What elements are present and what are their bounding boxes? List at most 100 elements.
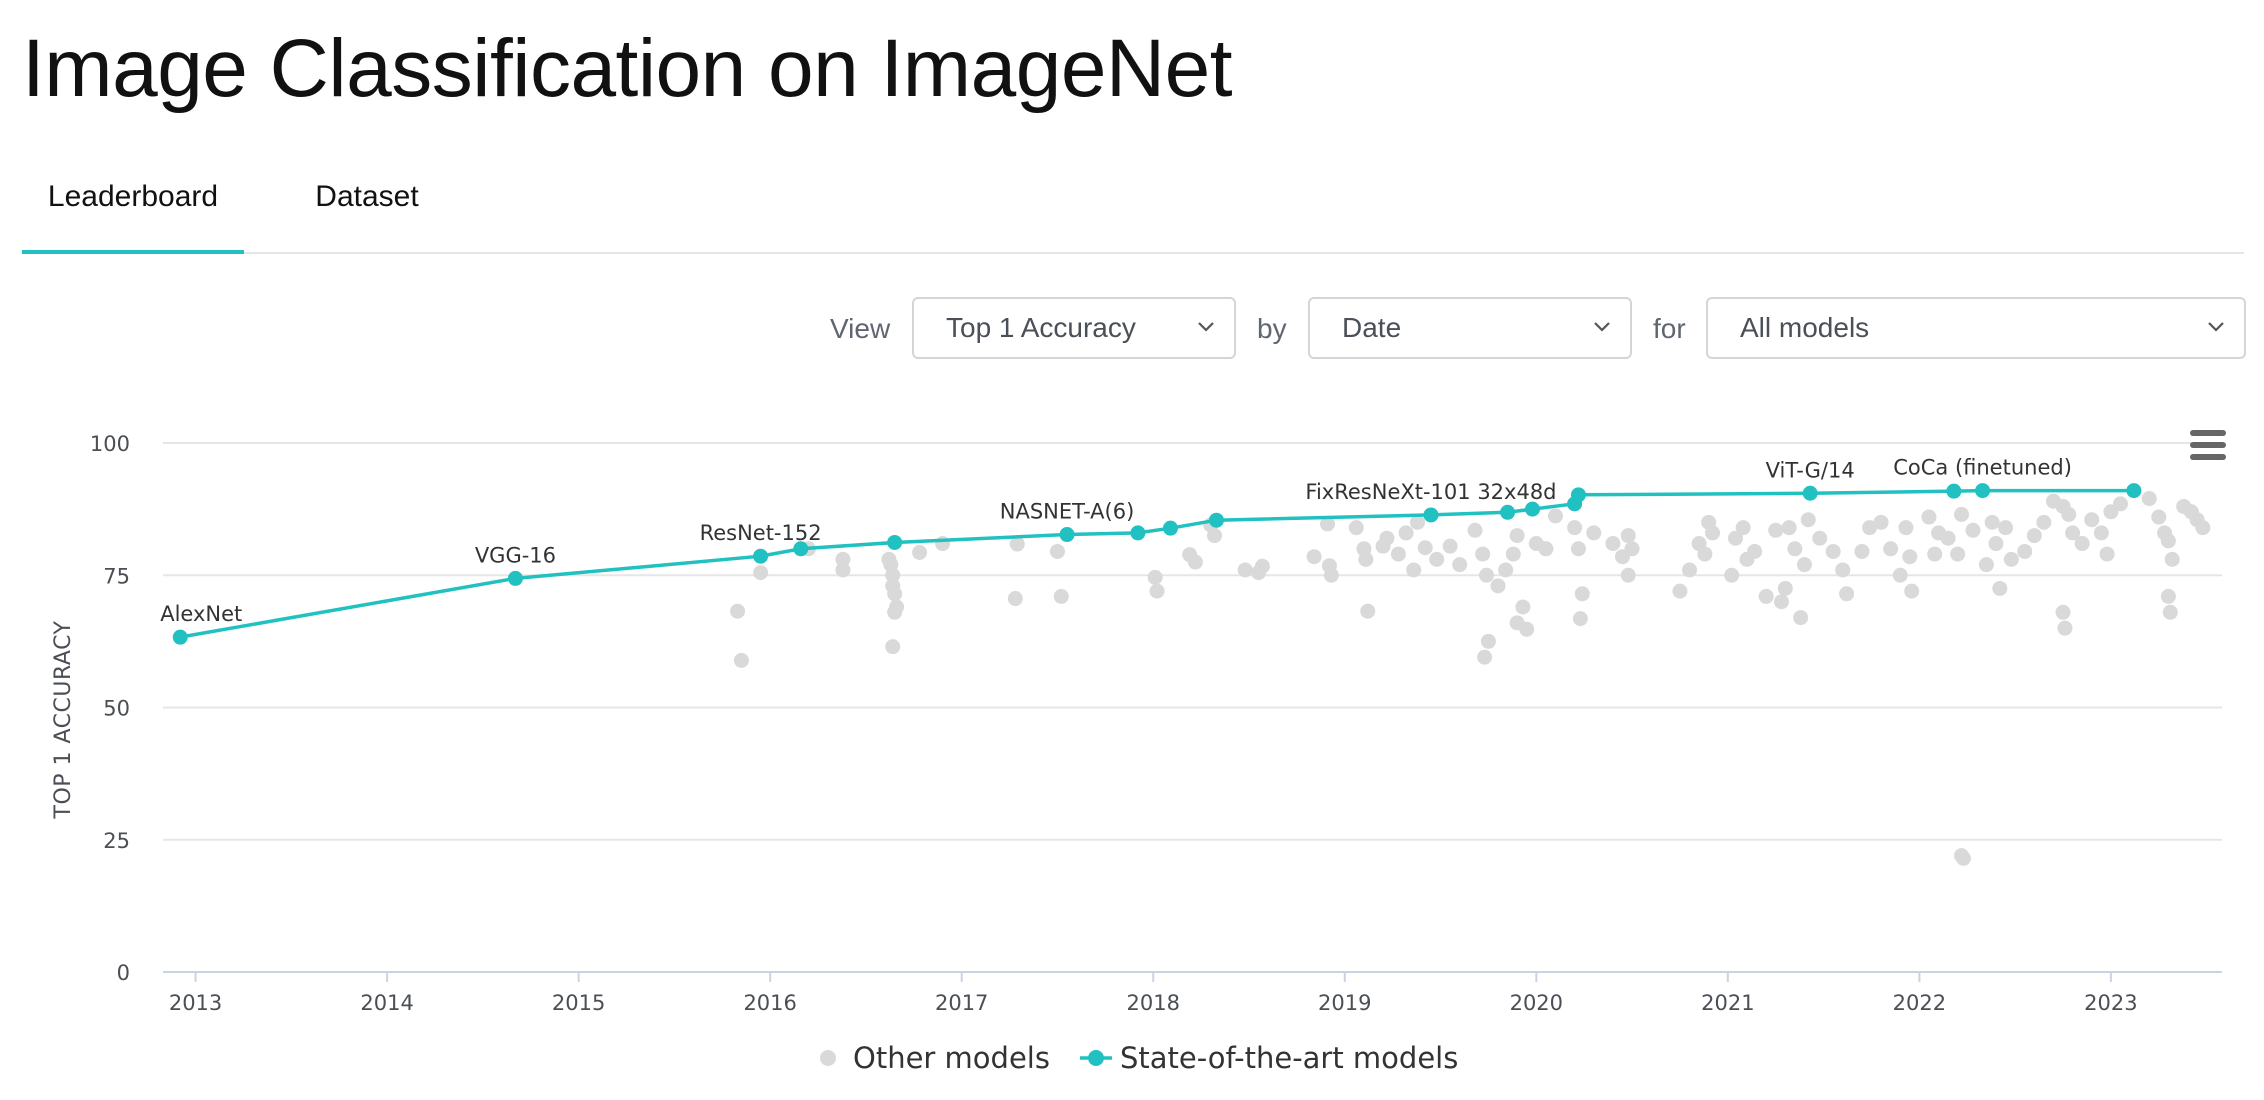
x-tick-label: 2016	[743, 991, 796, 1015]
legend: Other models State-of-the-art models	[820, 1041, 1458, 1075]
other-model-point	[1898, 520, 1914, 536]
other-model-point	[2160, 533, 2176, 549]
other-model-point	[2057, 620, 2073, 636]
other-model-point	[1007, 591, 1023, 607]
other-model-point	[1479, 567, 1495, 583]
legend-other-marker	[820, 1050, 836, 1066]
y-tick-label: 0	[117, 961, 130, 985]
other-model-point	[1149, 583, 1165, 599]
other-model-point	[1398, 525, 1414, 541]
other-model-point	[1682, 562, 1698, 578]
annotation-label: FixResNeXt-101 32x48d	[1305, 480, 1556, 504]
other-model-point	[1735, 520, 1751, 536]
tab-leaderboard[interactable]: Leaderboard	[22, 160, 244, 254]
other-model-point	[2036, 514, 2052, 530]
other-model-point	[733, 652, 749, 668]
other-model-point	[1358, 551, 1374, 567]
other-model-point	[1773, 594, 1789, 610]
other-model-point	[1902, 549, 1918, 565]
metric-select[interactable]: Top 1 Accuracy	[912, 297, 1236, 359]
annotation-label: ViT-G/14	[1766, 458, 1855, 482]
other-model-point	[2195, 520, 2211, 536]
grid-lines	[163, 442, 2222, 841]
other-model-point	[1475, 546, 1491, 562]
sota-model-point	[1975, 483, 1991, 499]
sota-model-point	[1130, 525, 1146, 541]
other-model-point	[1410, 514, 1426, 530]
models-select-value: All models	[1740, 312, 1870, 343]
other-model-point	[1049, 543, 1065, 559]
other-model-point	[1429, 551, 1445, 567]
sota-model-point	[1570, 487, 1586, 503]
other-model-point	[1574, 586, 1590, 602]
other-model-point	[835, 562, 851, 578]
other-model-point	[1390, 546, 1406, 562]
y-tick-label: 100	[90, 432, 130, 456]
other-model-point	[887, 604, 903, 620]
other-model-point	[1254, 558, 1270, 574]
other-model-point	[1955, 850, 1971, 866]
metric-select-value: Top 1 Accuracy	[946, 312, 1136, 343]
other-model-point	[2026, 528, 2042, 544]
other-model-point	[1406, 562, 1422, 578]
other-model-point	[2061, 506, 2077, 522]
other-model-point	[1965, 522, 1981, 538]
other-model-point	[1812, 530, 1828, 546]
other-model-point	[912, 545, 928, 561]
other-model-point	[1360, 603, 1376, 619]
legend-other-label: Other models	[853, 1041, 1050, 1075]
other-model-point	[1306, 549, 1322, 565]
other-model-point	[1442, 538, 1458, 554]
other-model-point	[1570, 541, 1586, 557]
other-model-point	[1904, 583, 1920, 599]
other-model-point	[2141, 491, 2157, 507]
chart-menu-button[interactable]	[2190, 430, 2226, 460]
sota-model-point	[1802, 485, 1818, 501]
by-select[interactable]: Date	[1308, 297, 1632, 359]
other-model-point	[1567, 520, 1583, 536]
other-model-point	[2162, 604, 2178, 620]
by-select-value: Date	[1342, 312, 1402, 343]
other-model-point	[1978, 557, 1994, 573]
other-model-point	[1547, 508, 1563, 524]
other-model-point	[1467, 522, 1483, 538]
sota-model-point	[2126, 483, 2142, 499]
other-model-point	[1768, 522, 1784, 538]
other-model-point	[1954, 506, 1970, 522]
sota-model-point	[1208, 512, 1224, 528]
axes: 0 25 50 75 100 2013 2014 2015 2016 2017 2018 2019 20…	[90, 432, 2222, 1015]
sota-model-point	[793, 541, 809, 557]
other-model-point	[1519, 621, 1535, 637]
other-model-point	[1009, 536, 1025, 552]
other-model-point	[1747, 543, 1763, 559]
other-model-point	[1509, 528, 1525, 544]
sota-model-point	[1162, 520, 1178, 536]
other-model-point	[1781, 520, 1797, 536]
sota-model-point	[1946, 483, 1962, 499]
other-model-point	[1620, 567, 1636, 583]
other-model-point	[1605, 536, 1621, 552]
other-model-point	[1921, 509, 1937, 525]
tab-dataset[interactable]: Dataset	[315, 180, 419, 213]
other-model-point	[887, 586, 903, 602]
x-tick-label: 2013	[169, 991, 222, 1015]
other-model-point	[2003, 551, 2019, 567]
other-model-point	[1620, 528, 1636, 544]
models-select[interactable]: All models	[1706, 297, 2246, 359]
other-model-point	[2065, 525, 2081, 541]
annotation-label: CoCa (finetuned)	[1893, 456, 2072, 480]
other-model-point	[1793, 610, 1809, 626]
other-model-point	[1348, 520, 1364, 536]
view-label: View	[830, 313, 891, 344]
other-model-point	[1320, 516, 1336, 532]
chevron-down-icon	[1594, 322, 1610, 332]
other-model-point	[2093, 525, 2109, 541]
x-tick-label: 2021	[1701, 991, 1754, 1015]
annotations: AlexNet VGG-16 ResNet-152 NASNET-A(6) FixRes…	[160, 456, 2072, 627]
other-model-point	[2151, 509, 2167, 525]
x-tick-label: 2017	[935, 991, 988, 1015]
sota-model-point	[887, 534, 903, 550]
other-model-point	[1862, 520, 1878, 536]
other-model-point	[1796, 557, 1812, 573]
annotation-label: ResNet-152	[700, 521, 822, 545]
